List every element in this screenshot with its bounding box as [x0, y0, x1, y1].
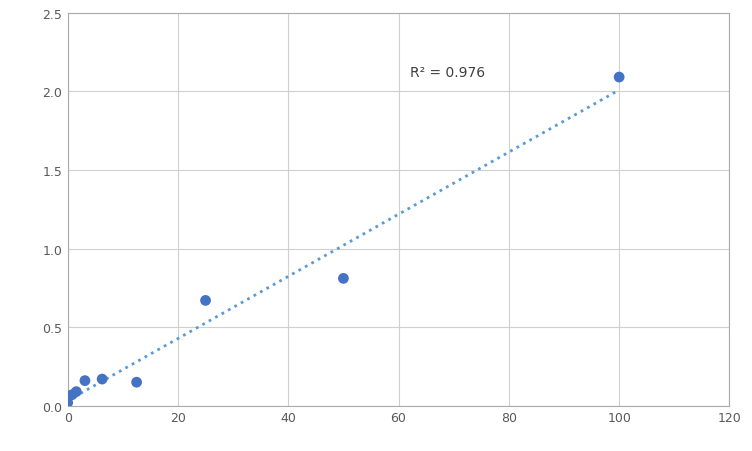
Point	[96, 376, 108, 383]
Point	[613, 74, 625, 82]
Point	[62, 399, 74, 406]
Point	[199, 297, 211, 304]
Point	[66, 391, 78, 399]
Point	[70, 388, 82, 396]
Point	[338, 275, 350, 282]
Text: R² = 0.976: R² = 0.976	[410, 66, 485, 80]
Point	[79, 377, 91, 384]
Point	[131, 379, 143, 386]
